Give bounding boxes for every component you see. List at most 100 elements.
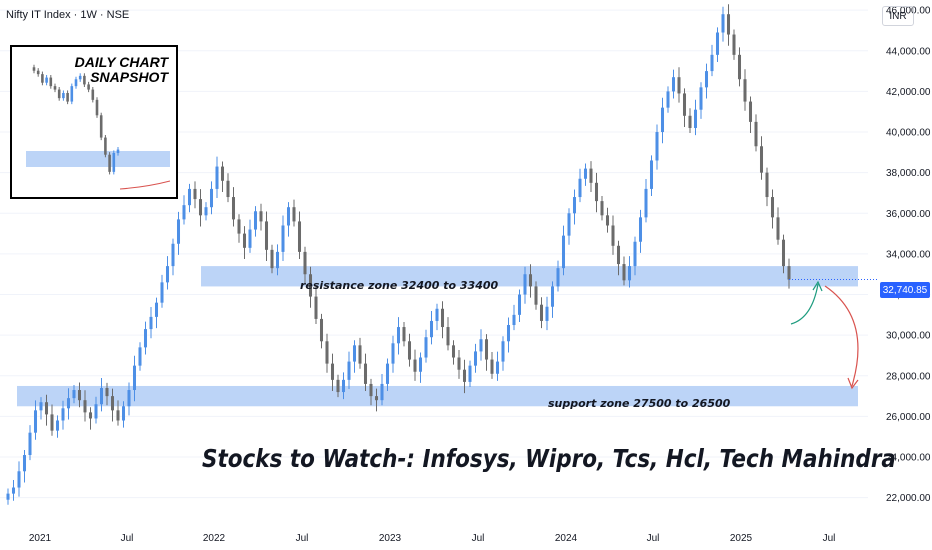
candle-body	[737, 54, 742, 80]
candle-body	[55, 420, 60, 431]
candle-body	[187, 188, 192, 206]
candle-body	[66, 398, 71, 409]
stocks-headline: Stocks to Watch-: Infosys, Wipro, Tcs, H…	[202, 444, 896, 473]
candle-body	[336, 379, 340, 393]
price-axis[interactable]: 22,000.00 24,000.00 26,000.00 28,000.00 30,0…	[886, 6, 931, 505]
inset-candle-body	[45, 77, 48, 83]
candle-body	[539, 304, 544, 321]
candle-body	[121, 406, 126, 421]
inset-candle-body	[74, 79, 78, 87]
candle-body	[413, 359, 417, 372]
candle-body	[479, 339, 483, 352]
candle-body	[88, 412, 93, 419]
inset-candle-body	[87, 84, 90, 90]
time-tick-label: 2023	[379, 533, 402, 544]
candle-body	[281, 225, 285, 252]
candle-body	[440, 308, 445, 328]
candle-body	[374, 396, 379, 401]
inset-candle-body	[91, 89, 95, 100]
candle-body	[424, 337, 428, 358]
time-tick-label: Jul	[472, 533, 485, 544]
resistance-zone-label: resistance zone 32400 to 33400	[300, 279, 499, 292]
price-tick-label: 44,000.00	[886, 46, 931, 57]
candle-body	[50, 414, 54, 431]
candle-body	[325, 341, 329, 364]
price-tick-label: 30,000.00	[886, 331, 931, 342]
candle-body	[94, 404, 98, 419]
candle-body	[589, 168, 593, 183]
time-tick-label: Jul	[296, 533, 309, 544]
candle-body	[644, 188, 648, 218]
candle-body	[215, 166, 219, 189]
candle-body	[220, 166, 225, 181]
inset-chart	[26, 64, 171, 190]
candle-body	[743, 79, 747, 102]
candle-body	[787, 266, 791, 280]
candle-body	[149, 316, 153, 330]
candle-body	[616, 245, 621, 265]
time-tick-label: Jul	[121, 533, 134, 544]
inset-candle-body	[108, 154, 111, 172]
time-tick-label: Jul	[647, 533, 660, 544]
candle-body	[583, 168, 588, 179]
candle-body	[17, 471, 21, 488]
candle-body	[407, 341, 412, 360]
candle-body	[715, 32, 720, 55]
candle-body	[28, 432, 32, 456]
candle-body	[154, 302, 159, 317]
candle-body	[303, 251, 307, 275]
candle-body	[622, 264, 626, 281]
candle-body	[204, 207, 208, 216]
candle-body	[116, 410, 120, 421]
candle-body	[435, 308, 439, 321]
arrow-head-down	[847, 377, 859, 390]
symbol-title[interactable]: Nifty IT Index · 1W · NSE	[6, 9, 130, 21]
candle-body	[226, 180, 230, 198]
candle-body	[319, 318, 324, 342]
candle-body	[143, 329, 148, 348]
candle-body	[242, 233, 247, 248]
currency-selector[interactable]: INR	[882, 6, 914, 26]
candle-body	[671, 77, 676, 92]
candle-body	[341, 379, 346, 393]
candle-body	[781, 239, 786, 267]
candle-body	[253, 211, 258, 230]
candle-body	[297, 221, 302, 252]
candle-body	[275, 251, 280, 269]
candle-body	[638, 217, 643, 242]
price-tick-label: 46,000.00	[886, 6, 931, 17]
inset-candle-body	[41, 74, 44, 83]
candle-body	[748, 101, 753, 122]
inset-candle-body	[57, 89, 61, 99]
time-axis[interactable]: 2021 Jul 2022 Jul 2023 Jul 2024 Jul 2025 Jul	[29, 533, 836, 544]
candle-body	[556, 268, 560, 287]
inset-arrow	[119, 180, 171, 190]
inset-candles	[32, 64, 120, 175]
inset-candle-body	[104, 137, 107, 155]
candle-body	[693, 109, 698, 128]
daily-chart-snapshot: DAILY CHART SNAPSHOT	[10, 45, 178, 199]
candle-body	[292, 207, 296, 222]
candle-body	[182, 205, 186, 220]
candle-body	[396, 327, 401, 344]
candle-body	[237, 219, 241, 234]
candle-body	[171, 243, 175, 267]
candle-body	[506, 325, 511, 342]
candle-body	[22, 455, 27, 472]
candle-body	[600, 201, 604, 216]
candle-body	[523, 274, 527, 295]
candlestick-series	[6, 4, 791, 505]
candle-body	[633, 241, 637, 267]
candle-body	[462, 369, 467, 382]
candle-body	[572, 197, 577, 214]
price-tick-label: 26,000.00	[886, 412, 931, 423]
candle-body	[655, 132, 659, 161]
candle-body	[770, 197, 775, 218]
arrow-head-up	[812, 280, 823, 292]
candle-body	[446, 327, 450, 346]
candle-body	[550, 286, 555, 307]
inset-zone	[26, 151, 170, 167]
candle-body	[561, 235, 566, 269]
candle-body	[605, 215, 610, 226]
candle-body	[688, 115, 692, 128]
